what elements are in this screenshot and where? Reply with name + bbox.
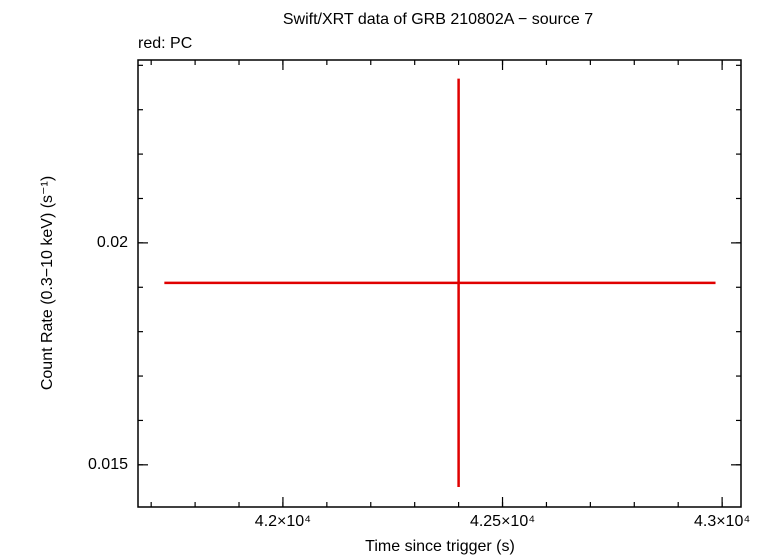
x-tick-label: 4.2×10⁴ — [255, 513, 311, 530]
x-tick-label: 4.3×10⁴ — [694, 513, 750, 530]
plot-frame — [137, 59, 742, 508]
chart-title: Swift/XRT data of GRB 210802A − source 7 — [283, 11, 593, 28]
y-tick-label: 0.015 — [88, 456, 128, 473]
y-tick-label: 0.02 — [97, 234, 128, 251]
x-axis-label: Time since trigger (s) — [365, 538, 515, 555]
y-axis-label: Count Rate (0.3−10 keV) (s⁻¹) — [39, 176, 56, 390]
chart-subtitle: red: PC — [138, 35, 192, 52]
x-tick-label: 4.25×10⁴ — [470, 513, 535, 530]
